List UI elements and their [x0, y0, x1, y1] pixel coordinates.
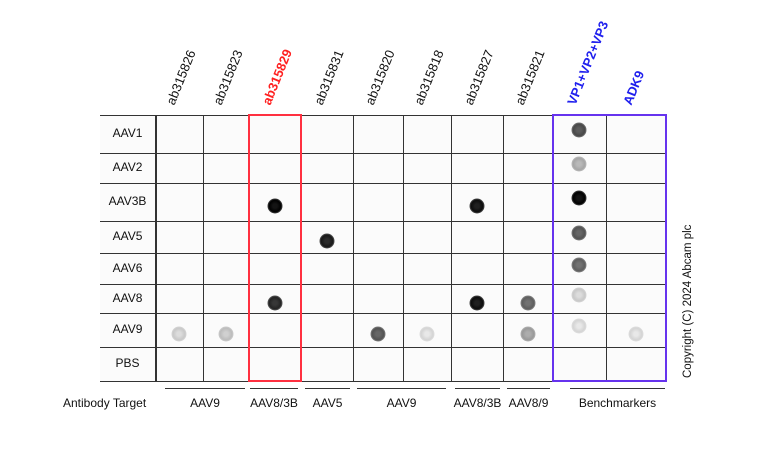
grid-vline	[503, 115, 504, 381]
copyright-text: Copyright (C) 2024 Abcam plc	[682, 224, 694, 378]
dot-blot-membrane: AAV1 AAV2 AAV3B AAV5 AAV6 AAV8 AAV9 PBS	[100, 114, 667, 382]
blot-dot	[267, 295, 282, 310]
grid-hline	[100, 253, 665, 254]
group-label: AAV9	[386, 396, 417, 410]
grid-vline	[665, 115, 666, 381]
group-bracket-line	[165, 388, 245, 389]
column-label: ab315821	[512, 47, 548, 107]
blot-dot	[571, 156, 586, 172]
blot-dot	[520, 295, 536, 310]
grid-hline	[100, 153, 665, 154]
highlight-box-ab315829	[248, 114, 302, 382]
grid-vline	[300, 115, 301, 381]
grid-hline	[100, 381, 665, 382]
grid-hline	[100, 347, 665, 348]
group-label: Benchmarkers	[578, 396, 657, 410]
group-label: AAV8/3B	[250, 396, 298, 410]
grid-hline	[100, 183, 665, 184]
grid-vline	[606, 115, 607, 381]
grid-hline	[100, 115, 665, 116]
grid-vline	[353, 115, 354, 381]
blot-dot	[520, 326, 536, 342]
row-label: AAV8	[112, 290, 143, 305]
row-label: AAV1	[112, 126, 143, 140]
grid-hline	[100, 221, 665, 222]
blot-dot	[628, 326, 643, 342]
blot-dot	[218, 326, 234, 342]
column-label: ab315826	[163, 47, 199, 107]
blot-dot	[171, 326, 187, 342]
blot-dot	[571, 287, 586, 302]
row-label: AAV5	[112, 229, 143, 243]
blot-dot	[267, 198, 282, 214]
blot-dot	[571, 257, 586, 272]
blot-dot	[571, 122, 586, 138]
blot-dot	[469, 295, 485, 310]
row-label: AAV9	[112, 322, 143, 336]
group-bracket-line	[305, 388, 350, 389]
column-label: ab315823	[210, 47, 246, 107]
group-bracket-line	[357, 388, 446, 389]
group-bracket-line	[507, 388, 550, 389]
grid-vline	[203, 115, 204, 381]
blot-dot	[571, 190, 586, 206]
grid-vline	[249, 115, 250, 381]
grid-hline	[100, 313, 665, 314]
antibody-target-label: Antibody Target	[63, 396, 147, 410]
grid-vline	[553, 115, 554, 381]
column-label: ab315829	[258, 47, 295, 107]
group-label: AAV5	[312, 396, 343, 410]
column-label: ab315818	[411, 47, 447, 107]
blot-dot	[571, 225, 586, 241]
group-label: AAV8/3B	[453, 396, 502, 410]
row-label: AAV3B	[108, 194, 147, 208]
column-label: ab315820	[362, 47, 398, 107]
blot-dot	[571, 318, 586, 334]
row-label: AAV6	[112, 260, 143, 275]
row-label: AAV2	[112, 160, 143, 174]
blot-dot	[319, 233, 334, 249]
group-label: AAV8/9	[508, 396, 549, 410]
grid-vline	[155, 115, 157, 381]
row-label: PBS	[115, 356, 140, 370]
grid-vline	[403, 115, 404, 381]
grid-hline	[100, 284, 665, 285]
grid-vline	[451, 115, 452, 381]
group-bracket-line	[455, 388, 500, 389]
column-label: ab315827	[461, 47, 497, 107]
group-bracket-line	[570, 388, 665, 389]
group-label: AAV9	[190, 396, 220, 410]
blot-dot	[370, 326, 386, 342]
highlight-box-benchmarkers	[552, 114, 667, 382]
column-label: VP1+VP2+VP3	[563, 18, 611, 107]
blot-dot	[469, 198, 485, 214]
column-label: ab315831	[310, 47, 347, 107]
group-bracket-line	[250, 388, 298, 389]
blot-dot	[419, 326, 435, 342]
column-label: ADK9	[619, 68, 647, 107]
